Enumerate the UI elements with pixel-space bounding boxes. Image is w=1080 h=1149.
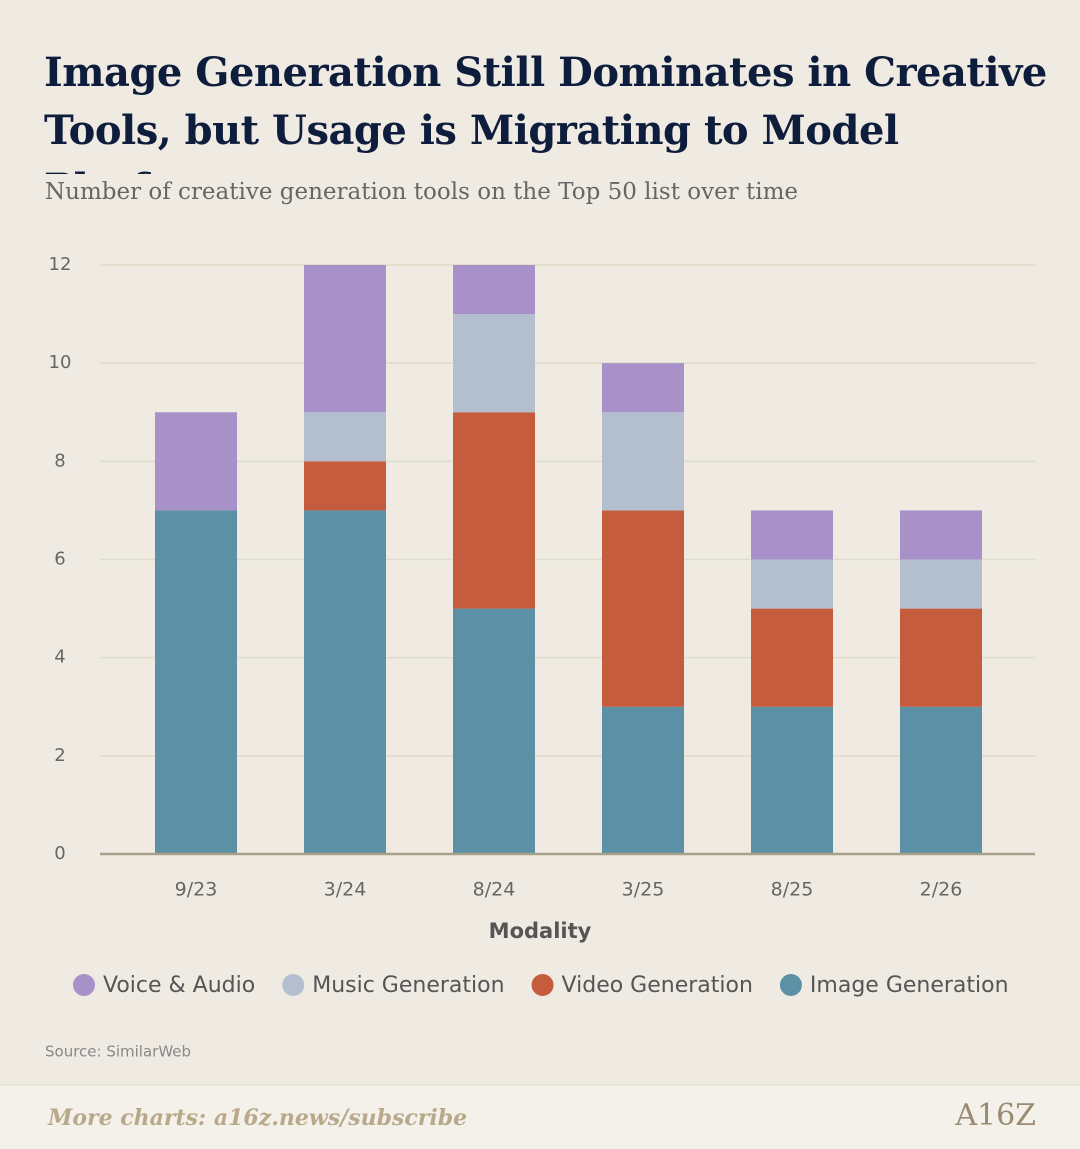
footer-note: More charts: a16z.news/subscribe xyxy=(47,1105,467,1131)
bar-segment xyxy=(900,706,982,854)
x-tick-label: 3/25 xyxy=(622,879,665,901)
bar-segment xyxy=(602,706,684,854)
bar-segment xyxy=(155,412,237,511)
title-box: Image Generation Still Dominates in Crea… xyxy=(44,49,1047,174)
bar-segment xyxy=(304,461,386,511)
y-tick-label: 2 xyxy=(54,745,65,766)
legend-swatch xyxy=(531,974,554,996)
legend-swatch xyxy=(73,974,95,996)
bar-segment xyxy=(900,608,982,707)
legend-swatch xyxy=(779,974,802,996)
bar-segment xyxy=(304,265,386,413)
source-note: Source: SimilarWeb xyxy=(45,1043,191,1061)
x-tick-label: 8/24 xyxy=(473,879,516,901)
y-tick-label: 8 xyxy=(54,450,65,471)
bar-segment xyxy=(900,510,982,560)
footer-band xyxy=(0,1085,1080,1149)
y-tick-label: 4 xyxy=(54,647,65,668)
bar-segment xyxy=(751,559,833,609)
chart-title: Image Generation Still Dominates in Crea… xyxy=(44,49,1047,174)
y-tick-label: 10 xyxy=(49,352,72,373)
y-tick-label: 0 xyxy=(54,843,65,864)
legend-label: Voice & Audio xyxy=(103,973,255,998)
x-tick-label: 3/24 xyxy=(324,879,367,901)
x-tick-label: 9/23 xyxy=(175,879,218,901)
bar-segment xyxy=(304,412,386,462)
bar-segment xyxy=(304,510,386,854)
bar-segment xyxy=(453,314,535,413)
logo: A16Z xyxy=(954,1098,1036,1133)
bar-segment xyxy=(453,412,535,609)
bar-segment xyxy=(453,265,535,315)
bar-segment xyxy=(602,412,684,511)
y-tick-label: 12 xyxy=(49,254,72,275)
bar-segment xyxy=(155,510,237,854)
bar-segment xyxy=(900,559,982,609)
legend-swatch xyxy=(282,974,305,996)
bar-segment xyxy=(602,363,684,413)
bar-segment xyxy=(751,608,833,707)
x-tick-label: 2/26 xyxy=(920,879,963,901)
bar-segment xyxy=(751,706,833,854)
legend-label: Image Generation xyxy=(810,973,1009,998)
bar-segment xyxy=(751,510,833,560)
legend-label: Video Generation xyxy=(562,973,753,998)
chart-subtitle: Number of creative generation tools on t… xyxy=(45,179,798,205)
x-tick-label: 8/25 xyxy=(771,879,814,901)
x-axis-title: Modality xyxy=(489,919,592,943)
bar-segment xyxy=(602,510,684,707)
legend-label: Music Generation xyxy=(312,973,504,998)
bar-segment xyxy=(453,608,535,854)
y-tick-label: 6 xyxy=(54,549,65,570)
